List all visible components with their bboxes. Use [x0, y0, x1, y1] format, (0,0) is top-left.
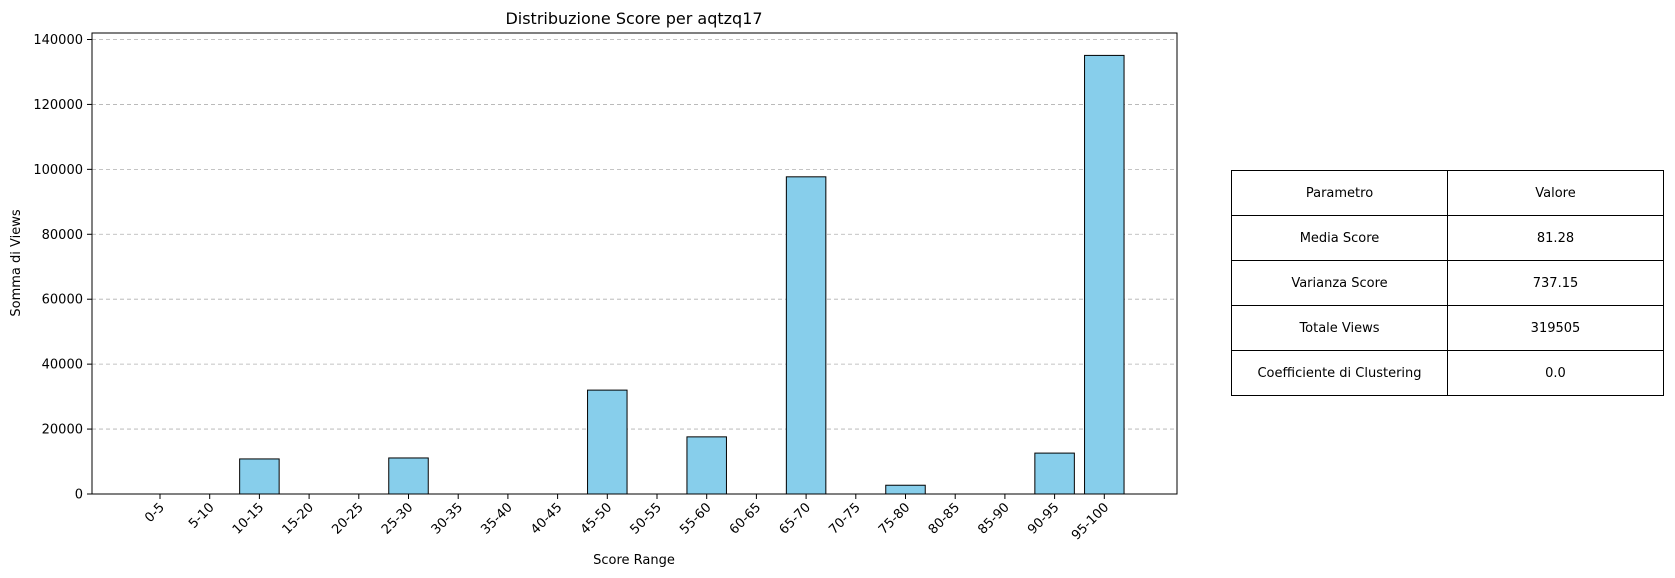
x-axis-label: Score Range [593, 553, 675, 568]
x-axis-ticks: 0-5 5-10 10-15 15-20 20-25 25-30 30-35 35-40 40-… [142, 494, 1112, 543]
x-tick-label: 15-20 [280, 500, 317, 537]
x-tick-label: 85-90 [975, 500, 1012, 537]
x-tick-label: 35-40 [478, 500, 515, 537]
plot-frame [91, 32, 1178, 495]
bars [239, 54, 1125, 495]
x-tick-label: 5-10 [186, 500, 217, 531]
table-cell: Varianza Score [1231, 260, 1448, 306]
chart-title: Distribuzione Score per aqtzq17 [505, 9, 762, 28]
x-tick-label: 45-50 [578, 500, 615, 537]
table-cell: Media Score [1231, 215, 1448, 261]
y-tick-label: 100000 [33, 163, 83, 178]
y-tick-label: 120000 [33, 98, 83, 113]
grid-lines [92, 39, 1177, 430]
table-row: Media Score 81.28 [1231, 215, 1664, 261]
y-tick-label: 0 [75, 488, 83, 503]
x-tick-label: 50-55 [628, 500, 665, 537]
bar [686, 436, 727, 495]
table-header-row: Parametro Valore [1231, 170, 1664, 216]
y-tick-label: 20000 [42, 423, 83, 438]
x-tick-label: 60-65 [727, 500, 764, 537]
table-header-cell: Valore [1447, 170, 1664, 216]
table-cell: Totale Views [1231, 305, 1448, 351]
table-cell: 0.0 [1447, 350, 1664, 396]
x-tick-label: 75-80 [876, 500, 913, 537]
y-tick-label: 80000 [42, 228, 83, 243]
table-cell: 319505 [1447, 305, 1664, 351]
parameters-table: Parametro Valore Media Score 81.28 Varia… [1231, 170, 1664, 396]
bar-chart: 020000400006000080000100000120000140000 … [9, 9, 1178, 568]
bar [1034, 452, 1075, 495]
x-tick-label: 65-70 [777, 500, 814, 537]
y-axis-ticks: 0 20000 40000 60000 80000 100000 120000 140000 [33, 33, 92, 503]
table-row: Coefficiente di Clustering 0.0 [1231, 350, 1664, 396]
y-tick-label: 60000 [42, 293, 83, 308]
x-tick-label: 80-85 [926, 500, 963, 537]
table-cell: 81.28 [1447, 215, 1664, 261]
bar [587, 389, 628, 495]
bar [239, 458, 280, 495]
y-tick-label: 140000 [33, 33, 83, 48]
x-tick-label: 40-45 [528, 500, 565, 537]
y-axis-label: Somma di Views [9, 209, 24, 316]
x-tick-label: 30-35 [429, 500, 466, 537]
x-tick-label: 25-30 [379, 500, 416, 537]
x-tick-label: 90-95 [1025, 500, 1062, 537]
table-cell: 737.15 [1447, 260, 1664, 306]
bar [785, 176, 827, 495]
x-tick-label: 95-100 [1069, 500, 1112, 543]
x-tick-label: 70-75 [826, 500, 863, 537]
table-cell: Coefficiente di Clustering [1231, 350, 1448, 396]
bar [1084, 54, 1125, 495]
table-row: Varianza Score 737.15 [1231, 260, 1664, 306]
x-tick-label: 55-60 [677, 500, 714, 537]
x-tick-label: 20-25 [329, 500, 366, 537]
x-tick-label: 0-5 [142, 500, 168, 526]
y-tick-label: 40000 [42, 358, 83, 373]
x-tick-label: 10-15 [230, 500, 267, 537]
bar [388, 457, 429, 495]
bar [885, 484, 926, 495]
table-row: Totale Views 319505 [1231, 305, 1664, 351]
table-header-cell: Parametro [1231, 170, 1448, 216]
